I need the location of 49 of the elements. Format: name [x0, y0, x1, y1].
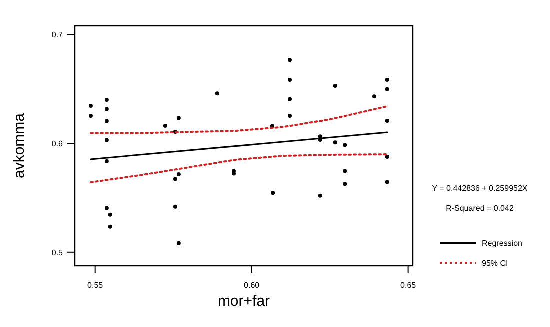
point	[108, 212, 112, 217]
y-tick-label: 0.6	[52, 140, 64, 149]
line-series	[90, 106, 388, 134]
x-tick-label: 0.55	[88, 281, 104, 290]
point	[104, 160, 109, 164]
point	[104, 206, 109, 210]
point	[343, 169, 348, 174]
point	[318, 194, 322, 198]
point	[104, 107, 109, 112]
point	[173, 177, 178, 182]
x-axis-title: mor+far	[218, 293, 270, 310]
line-series	[90, 154, 388, 184]
point	[215, 92, 220, 96]
point	[176, 241, 181, 246]
point	[385, 180, 390, 184]
y-tick-label: 0.7	[52, 30, 64, 40]
text: Y = 0.442836 + 0.259952X	[432, 184, 528, 193]
y-axis-title: avkomma	[11, 112, 28, 179]
point	[372, 94, 377, 99]
point	[88, 114, 93, 118]
point	[288, 97, 292, 102]
point	[288, 114, 292, 118]
point	[108, 224, 112, 229]
legend-label: 95% CI	[482, 259, 508, 268]
point	[343, 182, 348, 186]
legend-label: Regression	[482, 239, 522, 248]
x-tick-label: 0.60	[244, 281, 260, 290]
point	[232, 172, 236, 176]
point	[163, 124, 168, 128]
point	[385, 87, 390, 92]
point	[176, 116, 181, 120]
point	[333, 84, 338, 88]
point	[288, 78, 292, 82]
point	[104, 98, 109, 102]
point	[343, 143, 348, 148]
point	[385, 154, 390, 159]
y-tick-label: 0.5	[52, 248, 64, 258]
point	[104, 119, 109, 124]
text: R-Squared = 0.042	[446, 204, 514, 213]
point	[176, 172, 181, 176]
point	[333, 140, 338, 145]
point	[385, 119, 390, 124]
point	[271, 191, 276, 196]
x-tick-label: 0.65	[400, 281, 417, 290]
point	[288, 58, 292, 62]
point	[104, 138, 109, 142]
point	[385, 78, 390, 82]
point	[173, 204, 178, 209]
point	[88, 104, 93, 108]
